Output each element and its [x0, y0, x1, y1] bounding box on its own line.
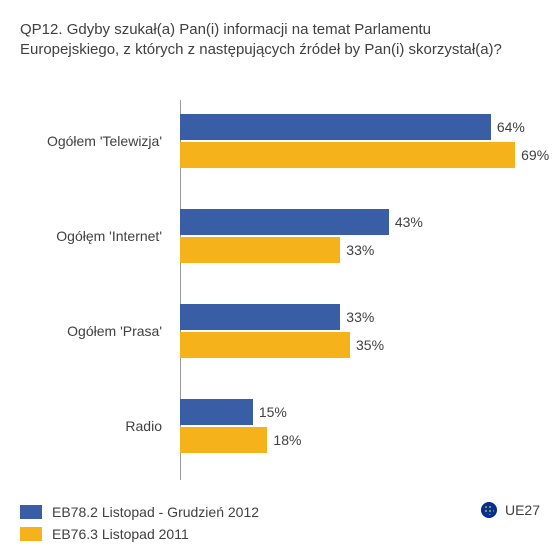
bar-value-label: 33% — [346, 304, 374, 330]
bar-s2012: 15% — [180, 399, 253, 425]
legend-label-2012: EB78.2 Listopad - Grudzień 2012 — [52, 504, 259, 520]
category-label: Ogółem 'Telewizja' — [0, 110, 170, 172]
bar-value-label: 69% — [521, 142, 549, 168]
bar-s2011: 35% — [180, 332, 350, 358]
bar-value-label: 35% — [356, 332, 384, 358]
footer-text: UE27 — [505, 502, 540, 518]
category-label: Ogółęm 'Internet' — [0, 205, 170, 267]
chart-title: QP12. Gdyby szukał(a) Pan(i) informacji … — [0, 0, 560, 61]
chart-area: Ogółem 'Telewizja'64%69%Ogółęm 'Internet… — [0, 100, 560, 480]
bar-value-label: 33% — [346, 237, 374, 263]
bar-value-label: 64% — [497, 114, 525, 140]
eu-flag-icon — [481, 502, 497, 518]
category-group: Ogółem 'Telewizja'64%69% — [0, 110, 560, 180]
legend-item-2012: EB78.2 Listopad - Grudzień 2012 — [20, 504, 540, 520]
bar-s2011: 33% — [180, 237, 340, 263]
footer-region-label: UE27 — [481, 502, 540, 518]
bar-s2011: 69% — [180, 142, 515, 168]
bar-value-label: 18% — [273, 427, 301, 453]
legend-swatch-2011 — [20, 527, 42, 541]
category-group: Ogółęm 'Internet'43%33% — [0, 205, 560, 275]
bar-s2012: 33% — [180, 304, 340, 330]
bar-s2012: 64% — [180, 114, 491, 140]
category-label: Radio — [0, 395, 170, 457]
bar-value-label: 43% — [395, 209, 423, 235]
legend: EB78.2 Listopad - Grudzień 2012 EB76.3 L… — [20, 498, 540, 542]
legend-item-2011: EB76.3 Listopad 2011 — [20, 526, 540, 542]
bar-s2011: 18% — [180, 427, 267, 453]
category-group: Radio15%18% — [0, 395, 560, 465]
legend-swatch-2012 — [20, 505, 42, 519]
legend-label-2011: EB76.3 Listopad 2011 — [52, 526, 189, 542]
bar-value-label: 15% — [259, 399, 287, 425]
category-group: Ogółem 'Prasa'33%35% — [0, 300, 560, 370]
category-label: Ogółem 'Prasa' — [0, 300, 170, 362]
bar-s2012: 43% — [180, 209, 389, 235]
